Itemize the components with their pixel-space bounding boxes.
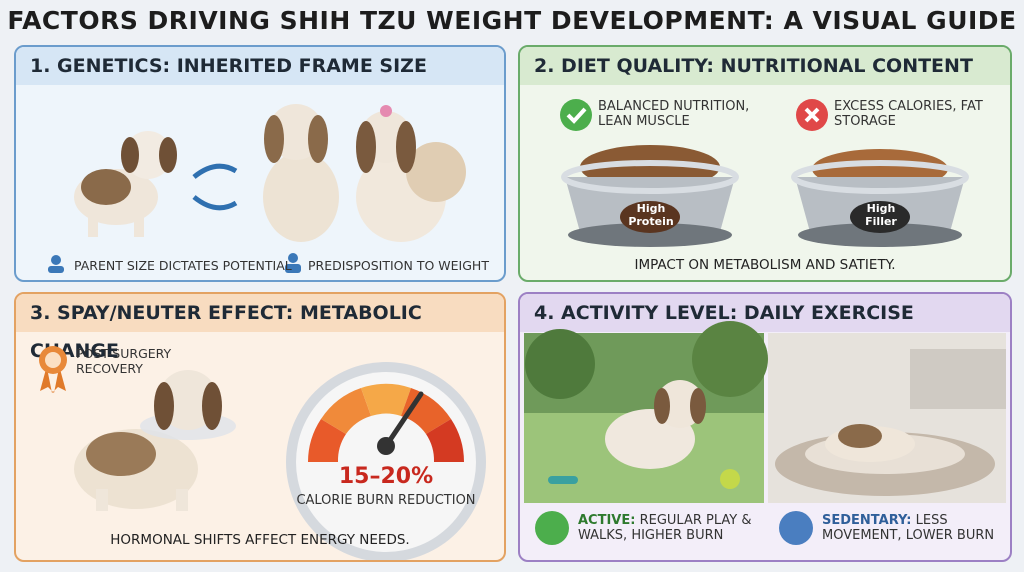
sedentary-icon — [779, 511, 813, 545]
parent-dogs — [263, 104, 466, 242]
gauge-label: CALORIE BURN REDUCTION — [296, 493, 476, 508]
living-room-photo — [768, 333, 1006, 503]
check-icon — [560, 99, 592, 131]
gauge-value: 15–20% — [338, 464, 434, 489]
icon — [285, 253, 301, 273]
puppy — [74, 131, 177, 237]
item-text: LESS MOVEMENT, LOWER BURN — [822, 513, 995, 543]
check-mark — [566, 107, 587, 124]
neuter-caption: HORMONAL SHIFTS AFFECT ENERGY NEEDS. — [110, 532, 410, 548]
bowl — [561, 145, 739, 247]
panel-heading: 2. DIET QUALITY: NUTRITIONAL CONTENT — [520, 47, 1010, 85]
genetics-item: PREDISPOSITION TO WEIGHT — [308, 258, 489, 273]
diet-item: BALANCED NUTRITION, LEAN MUSCLE — [598, 99, 750, 129]
bowl-label: High Protein — [628, 202, 674, 228]
activity-item: SEDENTARY: LESS MOVEMENT, LOWER BURN — [822, 513, 1002, 543]
gauge — [286, 362, 486, 560]
panel-heading: 4. ACTIVITY LEVEL: DAILY EXERCISE — [520, 294, 1010, 332]
park-photo — [524, 321, 768, 503]
icon — [48, 255, 64, 273]
arrow — [192, 163, 238, 179]
arrow — [192, 195, 238, 211]
dog-with-cone — [74, 370, 236, 511]
badge-icon — [39, 346, 67, 393]
diet-item: EXCESS CALORIES, FAT STORAGE — [834, 99, 983, 129]
item-label: ACTIVE: — [578, 513, 636, 528]
panel-heading: 3. SPAY/NEUTER EFFECT: METABOLIC CHANGE — [16, 294, 504, 362]
cross-mark — [804, 107, 820, 123]
badge-label: POST-SURGERY RECOVERY — [76, 346, 172, 376]
genetics-illustration — [48, 104, 466, 273]
bowl — [791, 149, 969, 247]
active-icon — [535, 511, 569, 545]
diet-panel: 2. DIET QUALITY: NUTRITIONAL CONTENT BAL… — [518, 45, 1012, 282]
diet-illustration — [560, 99, 969, 247]
neuter-illustration — [39, 346, 486, 560]
item-label: SEDENTARY: — [822, 513, 912, 528]
neuter-panel: 3. SPAY/NEUTER EFFECT: METABOLIC CHANGE … — [14, 292, 506, 562]
diet-caption: IMPACT ON METABOLISM AND SATIETY. — [634, 257, 896, 273]
panel-heading: 1. GENETICS: INHERITED FRAME SIZE — [16, 47, 504, 85]
item-text: REGULAR PLAY & WALKS, HIGHER BURN — [578, 513, 752, 543]
genetics-item: PARENT SIZE DICTATES POTENTIAL — [74, 258, 292, 273]
activity-illustration — [524, 321, 1006, 545]
activity-item: ACTIVE: REGULAR PLAY & WALKS, HIGHER BUR… — [578, 513, 758, 543]
activity-panel: 4. ACTIVITY LEVEL: DAILY EXERCISE ACTIVE… — [518, 292, 1012, 562]
bowl-label: High Filler — [865, 202, 897, 228]
page-title: FACTORS DRIVING SHIH TZU WEIGHT DEVELOPM… — [7, 6, 1017, 35]
genetics-panel: 1. GENETICS: INHERITED FRAME SIZE PARENT… — [14, 45, 506, 282]
